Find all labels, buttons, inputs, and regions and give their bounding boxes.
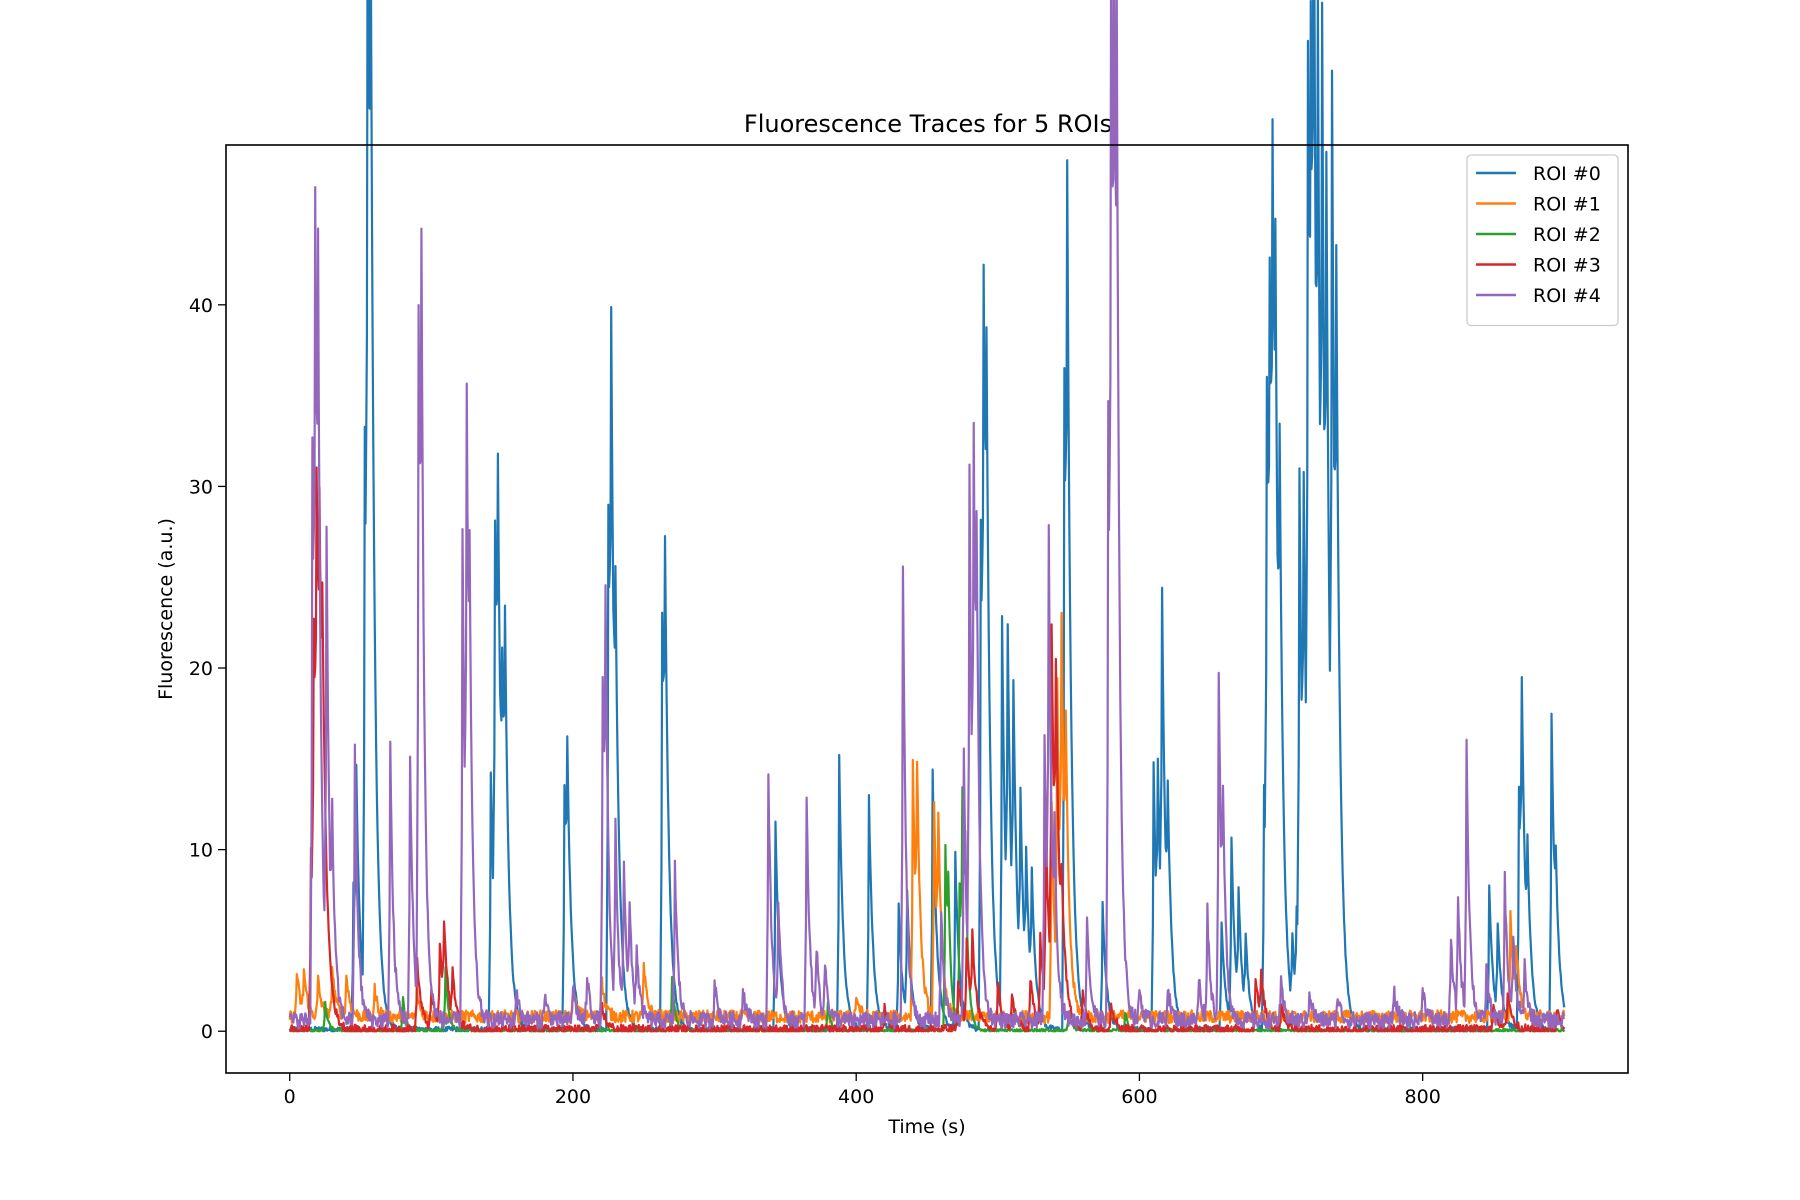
y-tick-label: 30 xyxy=(189,476,213,498)
x-tick-label: 200 xyxy=(555,1086,591,1108)
series-line-roi-1 xyxy=(288,611,1566,1025)
y-tick-label: 0 xyxy=(201,1021,213,1043)
legend-entry: ROI #1 xyxy=(1533,194,1601,216)
traces xyxy=(288,0,1566,1033)
y-tick-label: 40 xyxy=(189,295,213,317)
legend-entry: ROI #4 xyxy=(1533,285,1601,307)
legend-entry: ROI #3 xyxy=(1533,255,1601,277)
y-axis-ticks: 0 10 20 30 40 xyxy=(189,295,226,1043)
legend: ROI #0 ROI #1 ROI #2 ROI #3 ROI #4 xyxy=(1466,154,1619,327)
legend-box xyxy=(1466,154,1619,327)
x-tick-label: 800 xyxy=(1405,1086,1441,1108)
x-tick-label: 600 xyxy=(1121,1086,1157,1108)
y-tick-label: 20 xyxy=(189,658,213,680)
x-tick-label: 0 xyxy=(284,1086,296,1108)
legend-entry: ROI #2 xyxy=(1533,224,1601,246)
series-line-roi-4 xyxy=(288,0,1566,1030)
y-axis-label: Fluorescence (a.u.) xyxy=(155,518,177,700)
y-tick-label: 10 xyxy=(189,840,213,862)
legend-entry: ROI #0 xyxy=(1533,163,1601,185)
plot-frame xyxy=(225,144,1629,1074)
x-axis-label: Time (s) xyxy=(887,1116,965,1138)
x-axis-ticks: 0 200 400 600 800 xyxy=(284,1073,1441,1108)
x-tick-label: 400 xyxy=(838,1086,874,1108)
chart-title: Fluorescence Traces for 5 ROIs xyxy=(744,110,1112,138)
